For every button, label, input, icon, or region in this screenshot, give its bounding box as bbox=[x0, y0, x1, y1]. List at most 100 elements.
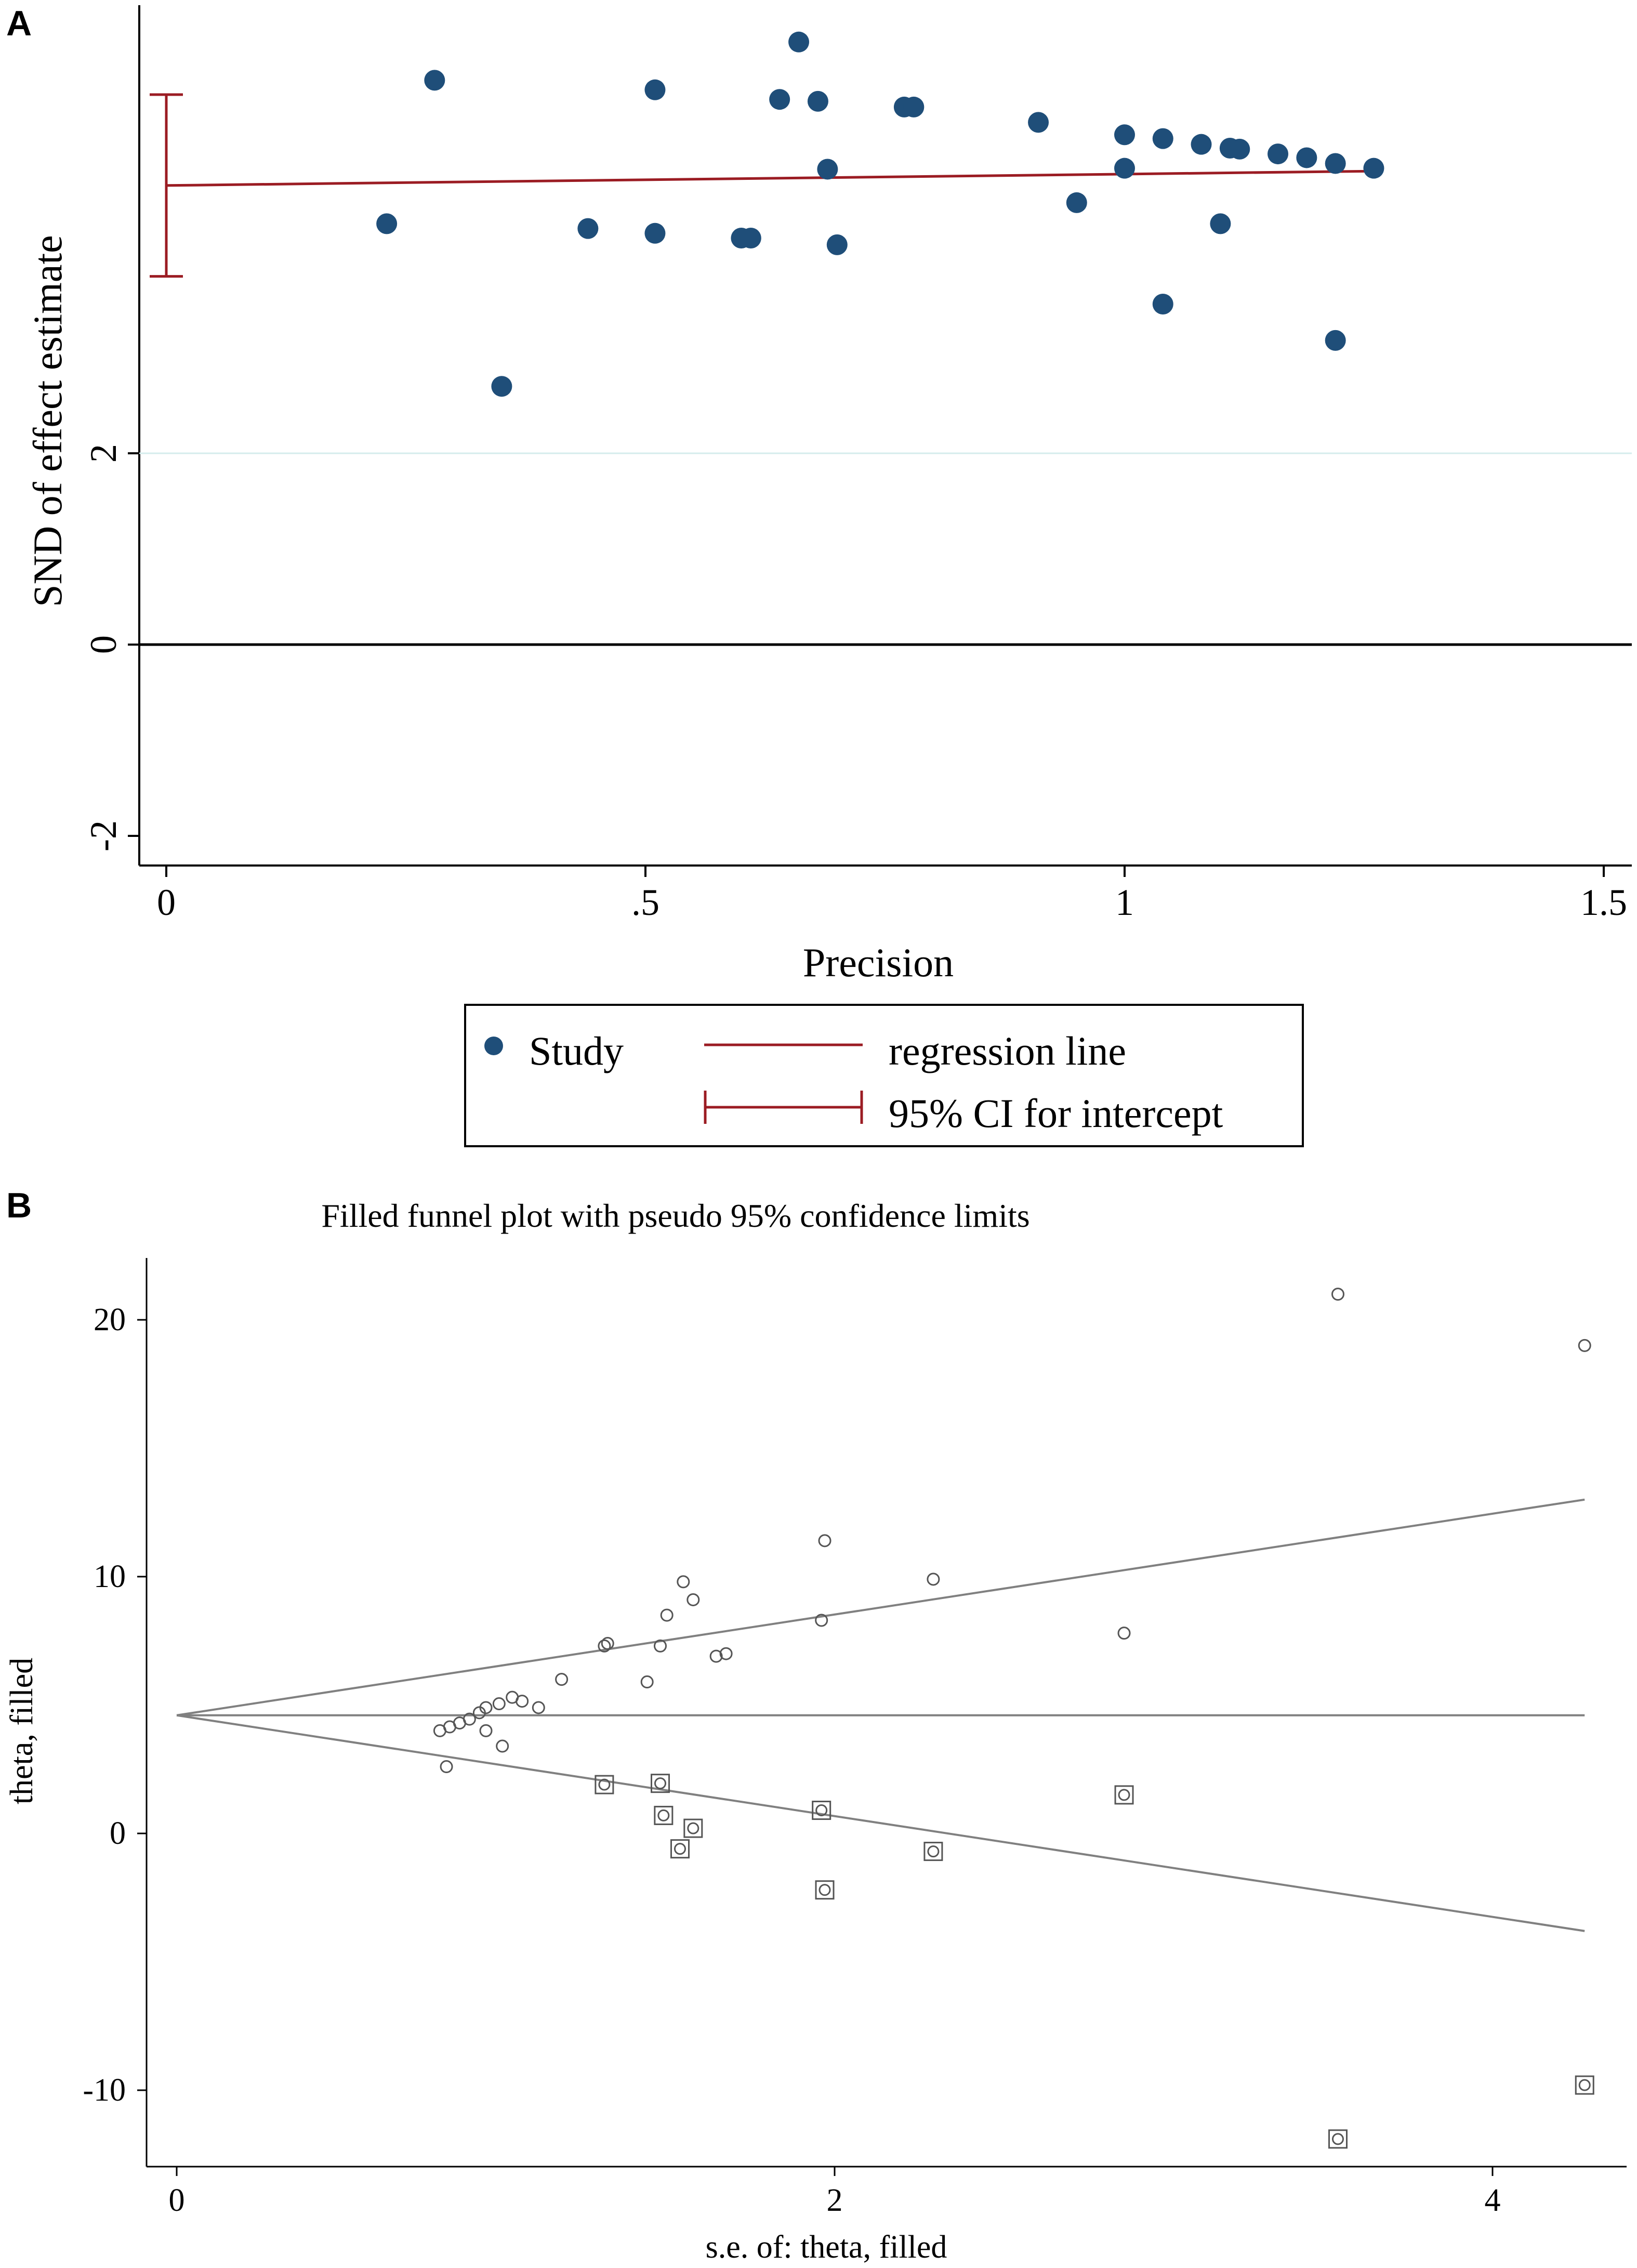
filled-study-point bbox=[923, 1842, 943, 1861]
study-point bbox=[769, 89, 790, 110]
funnel-upper-limit bbox=[176, 1498, 1585, 1716]
panel-a-legend: Study regression line 95% CI for interce… bbox=[464, 1004, 1304, 1147]
panel-b-letter: B bbox=[6, 1186, 32, 1225]
x-tick-label: 2 bbox=[827, 2183, 843, 2218]
observed-study-point bbox=[479, 1724, 493, 1737]
y-tick-label: 20 bbox=[94, 1302, 126, 1338]
legend-study-label: Study bbox=[529, 1028, 624, 1073]
panel-a-y-ticks: -2 0 2 bbox=[83, 444, 139, 851]
panel-b-x-label: s.e. of: theta, filled bbox=[706, 2230, 947, 2265]
panel-a-x-ticks: 0 .5 1 1.5 bbox=[157, 866, 1627, 923]
observed-study-point bbox=[677, 1575, 690, 1589]
regression-line bbox=[166, 169, 1374, 187]
study-point bbox=[1325, 330, 1346, 351]
study-point bbox=[1229, 138, 1250, 160]
study-point bbox=[1296, 147, 1317, 168]
funnel-points bbox=[433, 1288, 1594, 2149]
observed-study-point bbox=[440, 1760, 453, 1774]
x-tick-label: 4 bbox=[1485, 2183, 1501, 2218]
study-point bbox=[1114, 124, 1135, 146]
observed-study-point bbox=[719, 1647, 733, 1660]
observed-study-point bbox=[660, 1608, 674, 1622]
observed-study-point bbox=[1117, 1627, 1131, 1640]
study-point bbox=[376, 213, 398, 234]
panel-a-y-label: SND of effect estimate bbox=[25, 235, 70, 607]
filled-study-point bbox=[1575, 2075, 1594, 2095]
regression-line-group bbox=[166, 169, 1374, 187]
study-point bbox=[1028, 112, 1049, 133]
y-tick-label: 0 bbox=[110, 1816, 126, 1851]
study-point bbox=[1066, 192, 1087, 213]
y-tick-label: 2 bbox=[83, 444, 124, 463]
filled-study-point bbox=[1114, 1785, 1134, 1805]
observed-study-point bbox=[555, 1673, 569, 1686]
panel-a-reference-lines bbox=[139, 452, 1632, 646]
filled-study-point bbox=[815, 1880, 835, 1900]
panel-a-letter: A bbox=[6, 4, 32, 43]
observed-study-point bbox=[598, 1639, 611, 1653]
study-point bbox=[577, 218, 599, 239]
observed-study-point bbox=[818, 1534, 831, 1548]
legend-regression-label: regression line bbox=[889, 1028, 1126, 1073]
observed-study-point bbox=[1331, 1288, 1344, 1301]
study-points bbox=[376, 31, 1384, 397]
study-point bbox=[788, 31, 810, 53]
observed-study-point bbox=[601, 1636, 614, 1650]
x-tick-label: 1.5 bbox=[1580, 882, 1627, 923]
observed-study-point bbox=[927, 1572, 940, 1586]
y-tick-label: 10 bbox=[94, 1559, 126, 1594]
study-point bbox=[491, 376, 512, 397]
funnel-lower-limit bbox=[176, 1714, 1585, 1932]
filled-study-point bbox=[670, 1839, 690, 1859]
observed-study-point bbox=[640, 1675, 654, 1689]
legend-ci-label: 95% CI for intercept bbox=[889, 1091, 1223, 1136]
y-tick-label: 0 bbox=[83, 635, 124, 654]
study-point bbox=[740, 228, 761, 248]
filled-study-point bbox=[1328, 2129, 1348, 2149]
y-tick-label: -10 bbox=[83, 2073, 126, 2108]
panel-b-title: Filled funnel plot with pseudo 95% confi… bbox=[321, 1197, 1029, 1234]
observed-study-point bbox=[516, 1695, 529, 1708]
legend-box bbox=[464, 1004, 1304, 1147]
study-point bbox=[1268, 143, 1289, 165]
study-point bbox=[1363, 158, 1384, 179]
observed-study-point bbox=[687, 1593, 700, 1606]
x-tick-label: .5 bbox=[631, 882, 659, 923]
x-tick-label: 0 bbox=[169, 2183, 185, 2218]
study-point bbox=[1152, 128, 1173, 149]
study-point bbox=[1152, 293, 1173, 314]
study-point bbox=[903, 96, 925, 117]
study-point bbox=[1191, 134, 1212, 155]
study-point bbox=[424, 70, 445, 91]
x-tick-label: 0 bbox=[157, 882, 176, 923]
funnel-lines bbox=[176, 1498, 1585, 1932]
legend-ci-swatch bbox=[704, 1091, 863, 1124]
observed-study-point bbox=[496, 1739, 509, 1753]
study-point bbox=[807, 90, 828, 112]
filled-study-point bbox=[812, 1801, 831, 1820]
panel-b-funnel-plot: Filled funnel plot with pseudo 95% confi… bbox=[4, 1197, 1627, 2265]
observed-study-point bbox=[654, 1639, 667, 1653]
panel-a-x-label: Precision bbox=[803, 940, 954, 985]
study-point bbox=[1210, 213, 1231, 234]
filled-study-point bbox=[595, 1775, 614, 1794]
y-tick-label: -2 bbox=[83, 820, 124, 851]
filled-study-point bbox=[683, 1818, 703, 1838]
observed-study-point bbox=[709, 1649, 723, 1663]
x-tick-label: 1 bbox=[1115, 882, 1134, 923]
observed-study-point bbox=[479, 1701, 493, 1714]
study-point bbox=[817, 159, 838, 180]
observed-study-point bbox=[463, 1712, 476, 1726]
observed-study-point bbox=[815, 1614, 828, 1627]
filled-study-point bbox=[651, 1774, 670, 1793]
study-point bbox=[1114, 158, 1135, 179]
study-point bbox=[826, 234, 848, 255]
panel-a-egger-plot: -2 0 2 0 .5 1 1.5 Precision SND of effect est… bbox=[25, 5, 1632, 1147]
panel-b-y-label: theta, filled bbox=[4, 1658, 39, 1804]
study-point bbox=[1325, 153, 1346, 174]
study-point bbox=[644, 222, 666, 244]
panel-b-x-ticks: 0 2 4 bbox=[169, 2167, 1501, 2218]
filled-study-point bbox=[654, 1805, 674, 1825]
legend-study-marker bbox=[484, 1037, 503, 1055]
